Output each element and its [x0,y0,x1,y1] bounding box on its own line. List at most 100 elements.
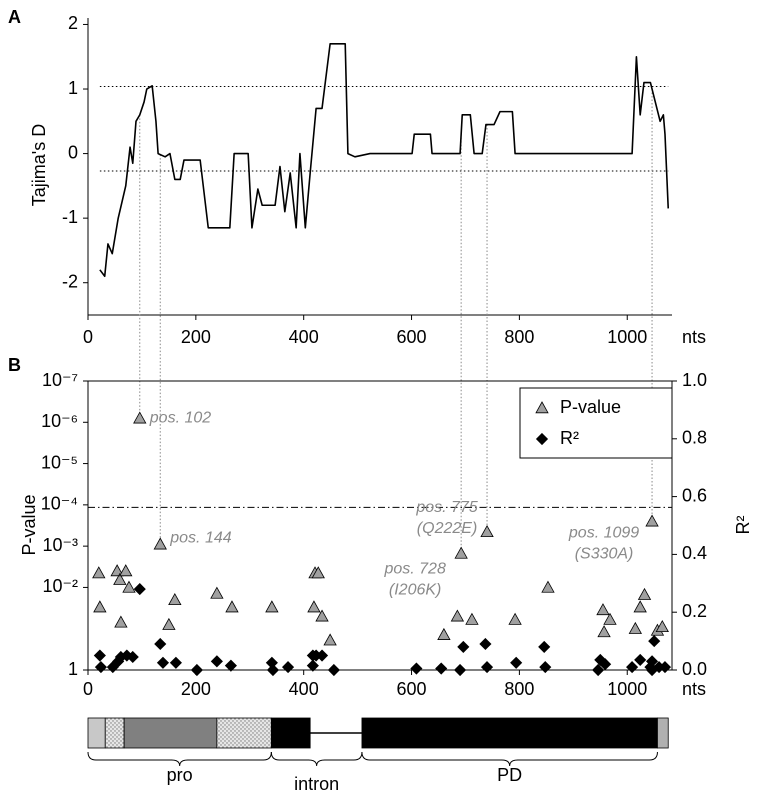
x-tick-label: 1000 [607,327,647,347]
triangle-marker [603,612,617,625]
triangle-marker [541,580,555,593]
gene-segment [123,717,218,749]
diamond-marker [480,661,494,674]
y-tick-label: 2 [68,13,78,33]
x-tick-label: 200 [181,327,211,347]
triangle-marker [133,411,147,424]
y-tick-label: 10⁻⁶ [41,411,78,431]
region-brace [361,751,658,767]
gene-segment [87,717,106,749]
x-tick-label: 400 [289,327,319,347]
x-tick-label: 600 [397,679,427,699]
x-tick-label: 0 [83,679,93,699]
y-tick-label: 1 [68,659,78,679]
y2-tick-label: 0.4 [682,543,707,563]
diamond-marker [599,658,612,671]
y2-axis-label: R² [733,516,753,535]
gene-segment [361,717,658,749]
annotation: pos. 728 [383,561,445,578]
annotation: pos. 775 [415,499,477,516]
triangle-marker [168,593,182,606]
y-tick-label: -1 [62,207,78,227]
diamond-marker [224,659,237,672]
diamond-marker [410,662,423,675]
annotation: (I206K) [389,582,441,599]
triangle-marker [454,546,468,559]
x-tick-label: 400 [289,679,319,699]
legend-label: P-value [560,397,621,417]
y-tick-label: 10⁻³ [42,535,78,555]
diamond-marker [133,583,146,596]
gene-segment [657,717,669,749]
diamond-marker [457,640,470,653]
diamond-marker [190,663,203,677]
triangle-marker [508,612,522,625]
triangle-marker [480,525,494,538]
diamond-marker [626,661,639,674]
diamond-marker [479,637,492,651]
x-unit: nts [682,679,706,699]
panel-label: B [8,355,21,375]
triangle-marker [307,600,321,613]
diamond-marker [156,656,170,669]
triangle-marker [596,603,610,616]
triangle-marker [210,586,224,599]
triangle-marker [655,620,669,633]
triangle-marker [119,564,133,577]
triangle-marker [597,625,611,638]
region-brace [87,751,272,767]
x-tick-label: 800 [504,327,534,347]
legend-label: R² [560,428,579,448]
diamond-marker [435,662,448,675]
diamond-marker [266,663,280,677]
triangle-marker [225,600,239,613]
triangle-marker [628,621,643,634]
diamond-marker [538,640,551,653]
plot-frame [87,380,673,671]
y2-tick-label: 0.0 [682,659,707,679]
diamond-marker [539,661,552,674]
diamond-marker [281,661,295,674]
triangle-marker [323,633,337,646]
diamond-marker [327,663,340,677]
x-tick-label: 800 [504,679,534,699]
diamond-marker [210,655,223,668]
y-axis-label: P-value [19,494,39,555]
diamond-marker [169,656,182,669]
y-tick-label: 0 [68,142,78,162]
diamond-marker [94,661,108,674]
y2-tick-label: 0.8 [682,428,707,448]
y2-tick-label: 0.6 [682,485,707,505]
triangle-marker [437,627,451,640]
triangle-marker [645,514,659,527]
annotation: (S330A) [575,546,634,563]
y-tick-label: 10⁻⁴ [41,494,78,514]
tajima-line [99,43,670,278]
diamond-marker [306,659,319,672]
x-unit: nts [682,327,706,347]
legend-marker [535,432,549,446]
y-tick-label: 10⁻⁵ [41,452,78,472]
region-label: pro [167,765,193,785]
triangle-marker [265,600,279,613]
triangle-marker [311,566,325,579]
legend-box [519,387,673,459]
diamond-marker [126,650,139,664]
triangle-marker [113,572,127,585]
region-label: PD [497,765,522,785]
diamond-marker [315,649,329,662]
region-brace [270,751,363,767]
diamond-marker [454,663,467,677]
triangle-marker [315,609,329,622]
x-tick-label: 0 [83,327,93,347]
triangle-marker [162,617,176,630]
triangle-marker [450,609,465,622]
diamond-marker [634,653,647,666]
x-tick-label: 600 [397,327,427,347]
diamond-marker [93,649,106,662]
triangle-marker [93,600,107,613]
y-tick-label: 1 [68,78,78,98]
triangle-marker [122,580,136,593]
y2-tick-label: 0.2 [682,601,707,621]
